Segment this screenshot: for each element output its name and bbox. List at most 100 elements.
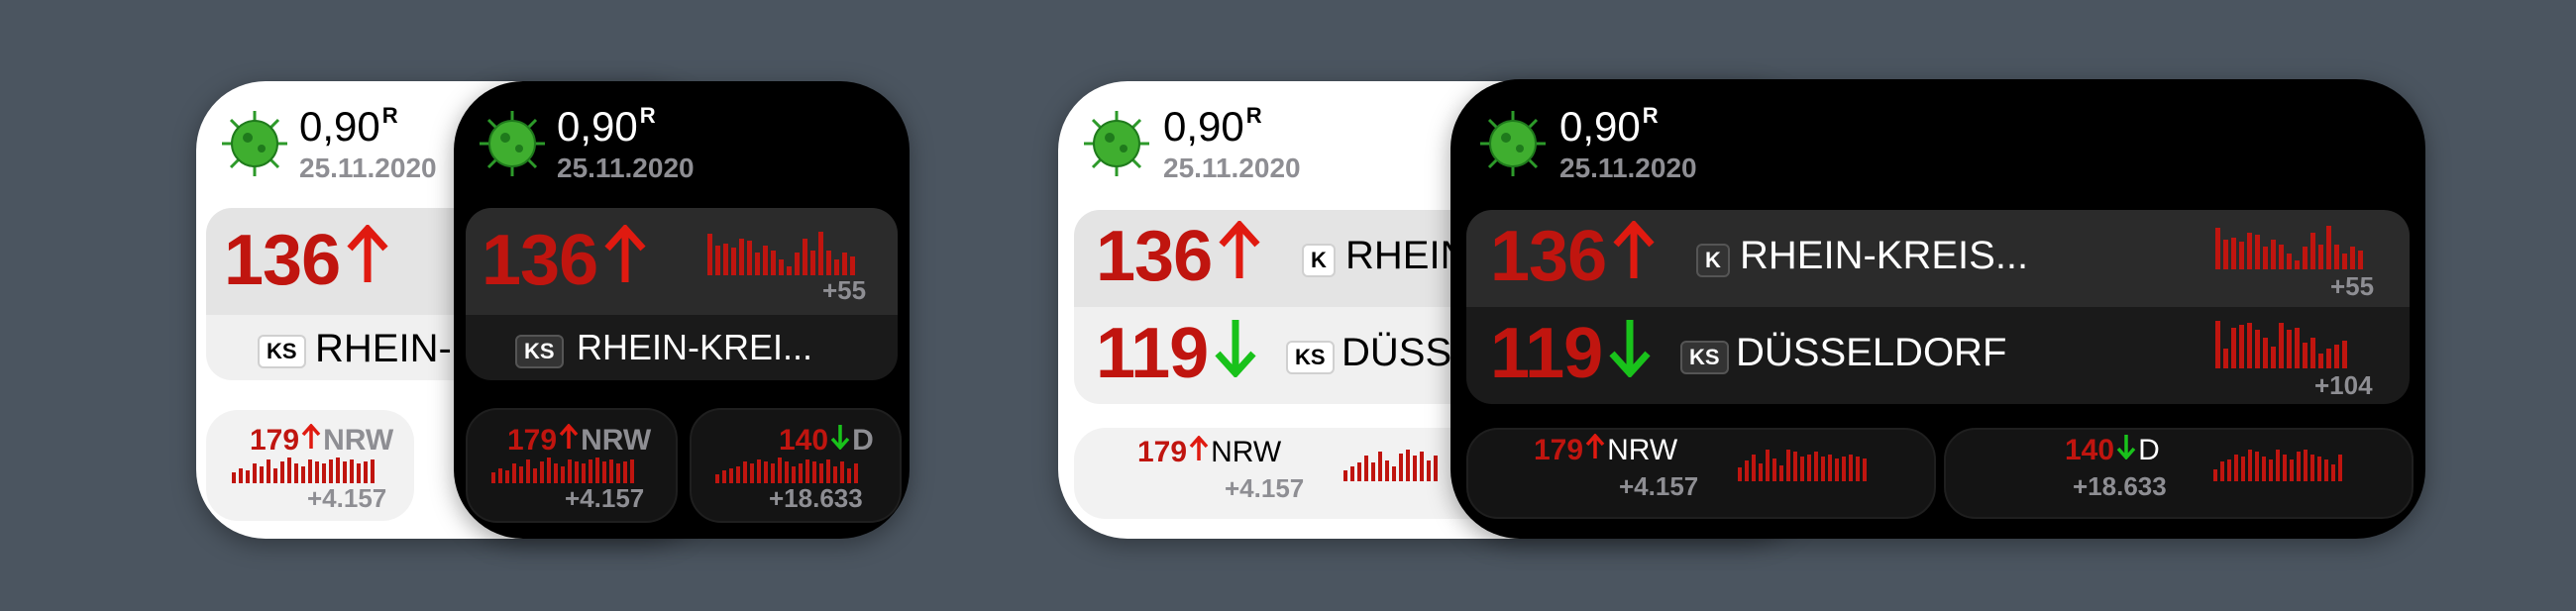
spark-bar (847, 468, 851, 483)
coronavirus-icon (222, 111, 287, 176)
spark-bar (1835, 458, 1839, 481)
spark-bar (833, 466, 837, 483)
medium-widget-dark[interactable]: 0,90R 25.11.2020 136 K RHEIN-KREIS... +5… (1450, 79, 2425, 539)
spark-bar (498, 468, 502, 483)
spark-bar (850, 256, 855, 275)
spark-bar (246, 470, 250, 483)
state-sparkline (232, 458, 377, 483)
r-value: 0,90R (1163, 103, 1262, 150)
district-badge: KS (515, 335, 564, 368)
district-sparkline (707, 232, 858, 275)
spark-bar (526, 459, 530, 483)
district-secondary-incidence: 119 (1490, 313, 1652, 394)
district-primary-sparkline (2215, 226, 2366, 269)
spark-bar (2303, 343, 2308, 368)
spark-bar (842, 253, 847, 275)
spark-bar (1434, 456, 1438, 481)
spark-bar (2255, 235, 2260, 269)
spark-bar (1378, 452, 1382, 481)
country-delta: +18.633 (2073, 471, 2167, 501)
state-incidence: 179 NRW (1137, 435, 1282, 468)
spark-bar (2227, 459, 2231, 481)
spark-bar (750, 463, 754, 483)
spark-bar (232, 472, 236, 483)
spark-bar (2271, 347, 2276, 368)
spark-bar (329, 459, 333, 483)
spark-bar (287, 458, 291, 483)
spark-bar (747, 241, 752, 275)
spark-bar (2342, 254, 2347, 269)
small-widget-dark[interactable]: 0,90R 25.11.2020 136 +55 KS RHEIN-KREI..… (454, 81, 910, 539)
spark-bar (2334, 245, 2339, 269)
spark-bar (1807, 455, 1811, 481)
spark-bar (1371, 462, 1375, 481)
spark-bar (2290, 459, 2294, 481)
spark-bar (2334, 345, 2339, 368)
spark-bar (826, 251, 831, 275)
spark-bar (308, 459, 312, 483)
spark-bar (854, 463, 858, 483)
date-label: 25.11.2020 (1559, 153, 1697, 183)
arrow-up-icon (347, 225, 388, 282)
spark-bar (2318, 354, 2323, 368)
state-sparkline (491, 458, 637, 483)
spark-bar (2317, 457, 2321, 481)
spark-bar (505, 470, 509, 483)
spark-bar (2318, 245, 2323, 269)
spark-bar (2262, 457, 2266, 481)
district-badge: KS (258, 335, 306, 368)
spark-bar (739, 239, 744, 275)
district-name: RHEIN-KREI... (577, 327, 813, 367)
spark-bar (799, 463, 803, 483)
spark-bar (2223, 349, 2228, 368)
district-secondary-badge: KS (1680, 341, 1729, 374)
state-delta: +4.157 (565, 483, 645, 513)
spark-bar (1821, 457, 1825, 481)
spark-bar (1427, 460, 1431, 481)
spark-bar (840, 461, 844, 483)
arrow-down-icon (1609, 320, 1651, 377)
spark-bar (2310, 233, 2315, 269)
spark-bar (322, 463, 326, 483)
spark-bar (2255, 330, 2260, 368)
spark-bar (1793, 452, 1797, 481)
district-secondary-badge: KS (1286, 341, 1335, 374)
arrow-up-icon (1613, 221, 1655, 278)
spark-bar (357, 463, 361, 483)
spark-bar (2287, 254, 2292, 269)
spark-bar (364, 461, 368, 483)
r-value: 0,90R (299, 103, 398, 150)
district-incidence: 136 (482, 220, 647, 301)
spark-bar (810, 251, 815, 275)
district-secondary-delta: +104 (2314, 370, 2373, 400)
district-secondary-name: DÜSS (1342, 331, 1452, 374)
spark-bar (792, 466, 796, 483)
spark-bar (1420, 452, 1424, 481)
arrow-down-icon (2116, 435, 2136, 460)
district-panel (466, 208, 898, 315)
spark-bar (2215, 321, 2220, 368)
spark-bar (771, 251, 776, 275)
spark-bar (2220, 461, 2224, 481)
spark-bar (834, 259, 839, 275)
spark-bar (1759, 463, 1763, 481)
spark-bar (2239, 242, 2244, 269)
spark-bar (2342, 341, 2347, 368)
spark-bar (2276, 450, 2280, 481)
spark-bar (785, 461, 789, 483)
spark-bar (589, 459, 592, 483)
coronavirus-icon (1480, 111, 1546, 176)
spark-bar (778, 458, 782, 483)
spark-bar (2247, 323, 2252, 368)
spark-bar (2269, 459, 2273, 481)
spark-bar (2231, 328, 2236, 368)
spark-bar (819, 463, 823, 483)
spark-bar (2297, 452, 2301, 481)
spark-bar (371, 459, 375, 483)
date-label: 25.11.2020 (1163, 153, 1301, 183)
spark-bar (2283, 455, 2287, 481)
coronavirus-icon (480, 111, 545, 176)
spark-bar (554, 463, 558, 483)
spark-bar (2338, 455, 2342, 481)
spark-bar (2331, 464, 2335, 481)
